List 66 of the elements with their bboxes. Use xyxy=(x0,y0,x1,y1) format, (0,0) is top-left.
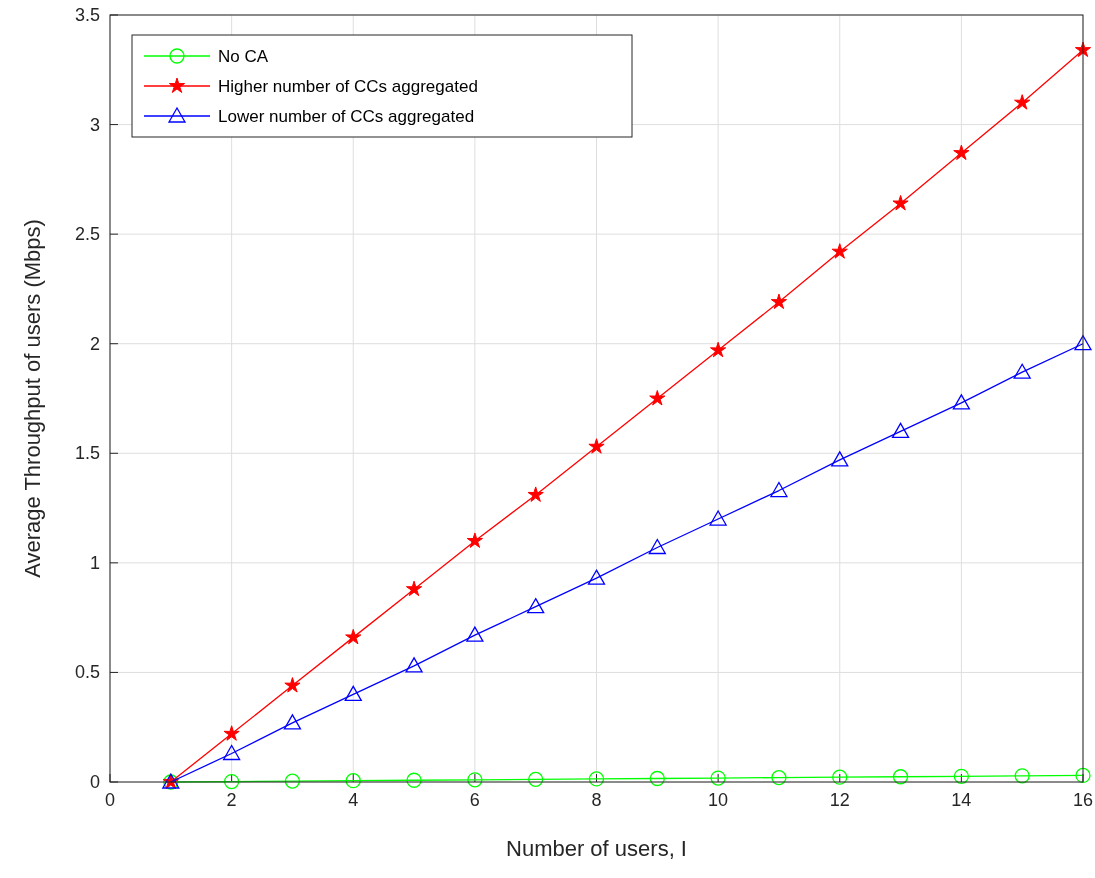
point xyxy=(832,769,848,785)
x-tick-label: 10 xyxy=(708,790,729,810)
point xyxy=(649,770,665,787)
point xyxy=(710,770,726,786)
point xyxy=(1074,335,1092,351)
point xyxy=(1014,768,1030,784)
point xyxy=(527,598,545,614)
point xyxy=(284,773,301,789)
point xyxy=(1014,94,1031,110)
point xyxy=(467,772,483,788)
legend-label: No CA xyxy=(218,47,269,66)
y-tick-label: 1.5 xyxy=(74,443,100,464)
point xyxy=(770,293,788,310)
x-tick-label: 6 xyxy=(469,790,480,810)
legend-label: Higher number of CCs aggregated xyxy=(218,77,478,96)
point xyxy=(283,714,302,730)
x-tick-label: 16 xyxy=(1072,790,1094,810)
point xyxy=(406,772,422,788)
point xyxy=(709,510,727,526)
point xyxy=(344,685,362,701)
point xyxy=(771,769,787,786)
point xyxy=(405,657,423,673)
point xyxy=(891,422,910,439)
point xyxy=(953,144,970,161)
point xyxy=(648,538,666,555)
point xyxy=(223,773,240,790)
point xyxy=(223,725,240,741)
point xyxy=(892,769,909,785)
x-tick-label: 4 xyxy=(348,790,359,810)
point xyxy=(1013,363,1031,379)
x-tick-label: 2 xyxy=(226,790,237,810)
point xyxy=(831,243,848,259)
x-tick-label: 14 xyxy=(951,790,972,810)
y-tick-label: 1 xyxy=(89,552,100,573)
point xyxy=(770,481,788,498)
y-tick-label: 2 xyxy=(89,333,100,354)
y-tick-label: 3 xyxy=(89,114,100,135)
y-axis-title: Average Throughput of users (Mbps) xyxy=(20,219,45,578)
x-tick-label: 0 xyxy=(104,790,116,810)
point xyxy=(710,341,727,358)
point xyxy=(952,394,971,410)
point xyxy=(345,773,361,789)
point xyxy=(528,771,544,788)
point xyxy=(831,451,849,467)
y-tick-label: 0.5 xyxy=(74,662,100,683)
point xyxy=(587,569,606,585)
point xyxy=(953,768,970,784)
point xyxy=(466,626,484,642)
point xyxy=(405,580,423,597)
point xyxy=(527,486,544,502)
x-axis-title: Number of users, I xyxy=(506,836,687,861)
legend-label: Lower number of CCs aggregated xyxy=(218,107,475,126)
point xyxy=(222,744,241,761)
y-tick-label: 0 xyxy=(89,772,100,792)
x-tick-label: 8 xyxy=(591,790,602,810)
x-tick-label: 12 xyxy=(829,790,850,810)
point xyxy=(345,628,362,645)
point xyxy=(588,771,605,787)
point xyxy=(892,194,909,211)
point xyxy=(466,532,483,548)
point xyxy=(1075,767,1091,784)
point xyxy=(284,677,301,693)
y-tick-label: 2.5 xyxy=(74,224,100,245)
point xyxy=(649,390,666,406)
point xyxy=(588,438,605,454)
y-tick-label: 3.5 xyxy=(74,5,100,25)
